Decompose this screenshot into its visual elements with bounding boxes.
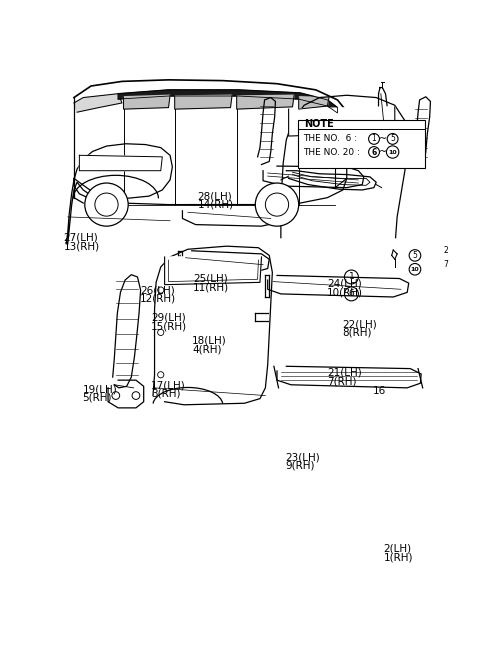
Text: 1(RH): 1(RH) — [384, 552, 413, 562]
Polygon shape — [263, 166, 364, 188]
Polygon shape — [446, 295, 475, 311]
Polygon shape — [79, 156, 162, 171]
Polygon shape — [379, 88, 387, 130]
Text: THE NO.  6 :: THE NO. 6 : — [303, 134, 357, 144]
Text: 6: 6 — [372, 148, 377, 157]
Polygon shape — [113, 275, 141, 388]
Polygon shape — [277, 366, 421, 388]
Text: 13(RH): 13(RH) — [64, 242, 100, 252]
Polygon shape — [258, 98, 276, 165]
Text: 5: 5 — [412, 251, 418, 260]
Text: 22(LH): 22(LH) — [342, 319, 377, 329]
Text: 1: 1 — [348, 272, 354, 281]
Polygon shape — [413, 97, 431, 166]
Text: 23(LH): 23(LH) — [285, 452, 320, 462]
Text: ~: ~ — [379, 134, 387, 144]
Text: 25(LH): 25(LH) — [193, 273, 228, 283]
Polygon shape — [237, 96, 294, 109]
Circle shape — [85, 183, 128, 226]
Text: 10: 10 — [410, 267, 419, 272]
Circle shape — [255, 183, 299, 226]
Text: 10(RH): 10(RH) — [327, 287, 363, 297]
Polygon shape — [108, 380, 144, 408]
Text: 18(LH): 18(LH) — [192, 335, 227, 345]
Text: 10: 10 — [388, 150, 397, 154]
Text: 3(RH): 3(RH) — [151, 389, 180, 399]
Polygon shape — [438, 220, 480, 244]
Polygon shape — [74, 94, 122, 112]
Polygon shape — [118, 90, 337, 113]
Text: 7(RH): 7(RH) — [327, 376, 357, 386]
Text: 2: 2 — [444, 246, 448, 255]
Text: 8(RH): 8(RH) — [342, 328, 372, 338]
Text: 6: 6 — [348, 289, 354, 299]
Text: 14(RH): 14(RH) — [198, 200, 234, 210]
Text: 12(RH): 12(RH) — [140, 294, 176, 304]
Polygon shape — [153, 246, 272, 405]
Text: 11(RH): 11(RH) — [193, 282, 229, 292]
Polygon shape — [175, 96, 232, 109]
Polygon shape — [123, 96, 170, 109]
Text: ~: ~ — [379, 147, 387, 157]
Polygon shape — [446, 218, 466, 297]
Text: 7: 7 — [444, 260, 448, 269]
Text: 19(LH): 19(LH) — [83, 384, 117, 394]
Text: 27(LH): 27(LH) — [64, 233, 98, 243]
Text: THE NO. 20 :: THE NO. 20 : — [303, 148, 360, 157]
Polygon shape — [180, 251, 269, 272]
Text: 28(LH): 28(LH) — [198, 191, 232, 201]
Polygon shape — [281, 96, 407, 238]
Polygon shape — [268, 275, 409, 297]
Text: 15(RH): 15(RH) — [151, 321, 187, 331]
Text: 29(LH): 29(LH) — [151, 312, 186, 322]
Text: NOTE: NOTE — [304, 119, 334, 129]
Text: 5(RH): 5(RH) — [83, 393, 112, 403]
Text: 9(RH): 9(RH) — [285, 461, 314, 471]
Polygon shape — [288, 107, 395, 136]
Polygon shape — [299, 97, 329, 109]
Text: 16: 16 — [372, 386, 386, 396]
Text: 1: 1 — [372, 134, 376, 144]
Polygon shape — [286, 171, 376, 190]
Text: 21(LH): 21(LH) — [327, 367, 362, 378]
Text: 24(LH): 24(LH) — [327, 279, 362, 289]
Bar — [298, 120, 424, 168]
Text: 17(LH): 17(LH) — [151, 380, 186, 390]
Text: 26(LH): 26(LH) — [140, 285, 175, 295]
Polygon shape — [66, 144, 172, 244]
Text: 2(LH): 2(LH) — [384, 544, 412, 554]
Polygon shape — [165, 257, 262, 285]
Polygon shape — [182, 204, 277, 226]
Text: 4(RH): 4(RH) — [192, 344, 222, 354]
Text: 5: 5 — [390, 134, 395, 144]
